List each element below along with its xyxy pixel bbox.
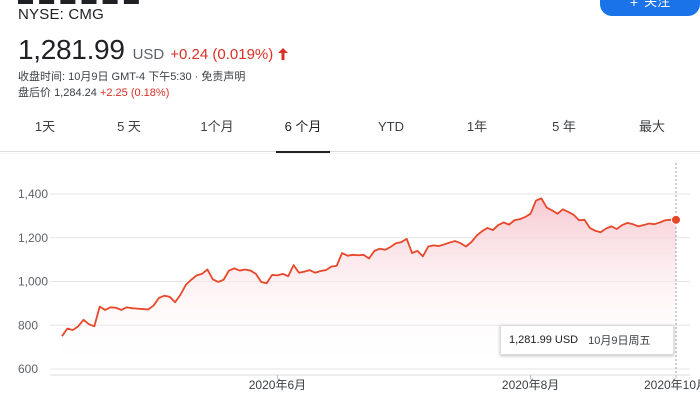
- x-tick-label: 2020年10月: [644, 378, 700, 392]
- after-hours-price: 1,284.24: [54, 87, 97, 99]
- company-name-partial: ▬ ▬ ▬ ▬ ▬ ▬: [18, 0, 140, 5]
- close-time-line: 收盘时间: 10月9日 GMT-4 下午5:30 · 免责声明: [18, 68, 245, 84]
- disclaimer-link[interactable]: 免责声明: [201, 71, 246, 83]
- after-hours-change: +2.25 (0.18%): [99, 87, 170, 99]
- close-time: 收盘时间: 10月9日 GMT-4 下午5:30: [18, 71, 192, 83]
- ticker-symbol: NYSE: CMG: [18, 6, 104, 23]
- tab-6m[interactable]: 6 个月: [276, 112, 330, 153]
- y-tick-label: 1,200: [18, 231, 48, 245]
- x-tick-label: 2020年8月: [502, 378, 559, 392]
- price-chart-svg: 600 800 1,000 1,200 1,400 2020年6月 2020年8月 2020年…: [0, 153, 700, 392]
- dot-separator: ·: [194, 71, 202, 83]
- plus-icon: +: [629, 0, 639, 10]
- last-point-dot: [671, 214, 681, 225]
- price-line: [61, 197, 676, 337]
- y-tick-label: 1,000: [18, 275, 48, 289]
- chart-tooltip: 1,281.99 USD 10月9日周五: [500, 325, 674, 355]
- tab-ytd[interactable]: YTD: [378, 119, 404, 134]
- up-arrow-icon: [278, 48, 289, 60]
- follow-button[interactable]: + 关注: [600, 0, 700, 16]
- time-range-tabs: 1天 5 天 1个月 6 个月 YTD 1年 5 年 最大: [0, 112, 700, 153]
- quote-price-row: 1,281.99 USD +0.24 (0.019%): [18, 34, 289, 66]
- price-change: +0.24 (0.019%): [170, 46, 274, 63]
- tab-1m[interactable]: 1个月: [200, 119, 234, 134]
- current-price: 1,281.99: [18, 34, 125, 65]
- x-tick-label: 2020年6月: [249, 378, 306, 392]
- tab-5y[interactable]: 5 年: [552, 119, 576, 134]
- y-tick-label: 600: [18, 362, 38, 376]
- tab-max[interactable]: 最大: [638, 119, 665, 134]
- currency-code: USD: [132, 46, 165, 63]
- tab-1y[interactable]: 1年: [466, 119, 488, 134]
- after-hours-label: 盘后价: [18, 87, 51, 99]
- follow-label: 关注: [644, 0, 671, 9]
- y-tick-label: 800: [18, 318, 38, 332]
- tooltip-date: 10月9日周五: [588, 335, 651, 347]
- y-tick-label: 1,400: [18, 187, 48, 201]
- tab-1d[interactable]: 1天: [34, 119, 56, 134]
- tooltip-value: 1,281.99 USD: [509, 334, 579, 346]
- price-chart[interactable]: 600 800 1,000 1,200 1,400 2020年6月 2020年8月 2020年…: [0, 153, 700, 404]
- after-hours-line: 盘后价 1,284.24 +2.25 (0.18%): [18, 84, 169, 100]
- tab-5d[interactable]: 5 天: [117, 119, 141, 134]
